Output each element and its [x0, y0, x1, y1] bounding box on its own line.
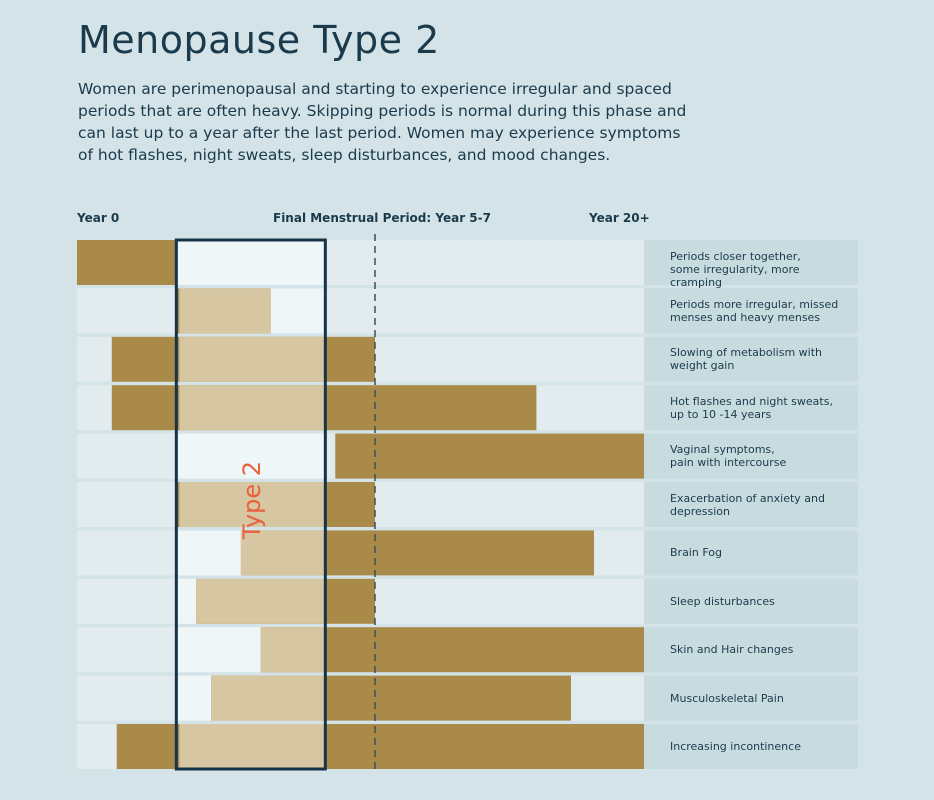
label-cell: [644, 336, 858, 382]
label-cell: [644, 240, 858, 285]
label-cell: [644, 627, 858, 673]
axis-label-fmp: Final Menstrual Period: Year 5-7: [273, 211, 491, 225]
row-label: Hot flashes and night sweats, up to 10 -…: [670, 394, 833, 421]
bar-highlighted-segment: [179, 288, 271, 334]
row-label: Increasing incontinence: [670, 740, 801, 753]
row-track: [77, 288, 644, 334]
label-cell: [644, 578, 858, 624]
type-2-highlight-box: [174, 238, 327, 771]
bar: [335, 433, 644, 479]
row-label: Vaginal symptoms, pain with intercourse: [670, 443, 787, 470]
bar-highlighted-segment: [196, 578, 326, 624]
label-cell: [644, 675, 858, 721]
row-label: Sleep disturbances: [670, 594, 775, 608]
label-cell: [644, 288, 858, 334]
row-label: Musculoskeletal Pain: [670, 691, 784, 705]
highlight-fill: [176, 240, 326, 285]
bar-highlighted-segment: [179, 385, 326, 431]
highlight-fill: [176, 433, 326, 479]
page-title: Menopause Type 2: [78, 18, 440, 62]
bar-highlighted-segment: [211, 675, 326, 721]
bar-highlighted-segment: [179, 336, 326, 382]
label-cell: [644, 530, 858, 576]
row-label: Exacerbation of anxiety and depression: [670, 491, 825, 518]
bar-highlighted-segment: [260, 627, 326, 673]
axis-label-start: Year 0: [77, 211, 120, 225]
axis-label-end: Year 20+: [589, 211, 650, 225]
bar-highlighted-segment: [179, 482, 326, 527]
label-cell: [644, 385, 858, 431]
description: Women are perimenopausal and starting to…: [78, 80, 687, 164]
bar-highlighted-segment: [240, 530, 326, 576]
bar-highlighted-segment: [179, 724, 326, 769]
row-label: Brain Fog: [670, 546, 722, 560]
bar: [77, 240, 177, 285]
row-label: Skin and Hair changes: [670, 643, 794, 657]
label-cell: [644, 724, 858, 769]
label-cell: [644, 482, 858, 527]
label-cell: [644, 433, 858, 479]
row-label: Periods closer together, some irregulari…: [670, 249, 801, 289]
type-2-label: Type 2: [238, 461, 266, 540]
row-label: Slowing of metabolism with weight gain: [670, 346, 823, 373]
row-label: Periods more irregular, missed menses an…: [670, 297, 839, 324]
